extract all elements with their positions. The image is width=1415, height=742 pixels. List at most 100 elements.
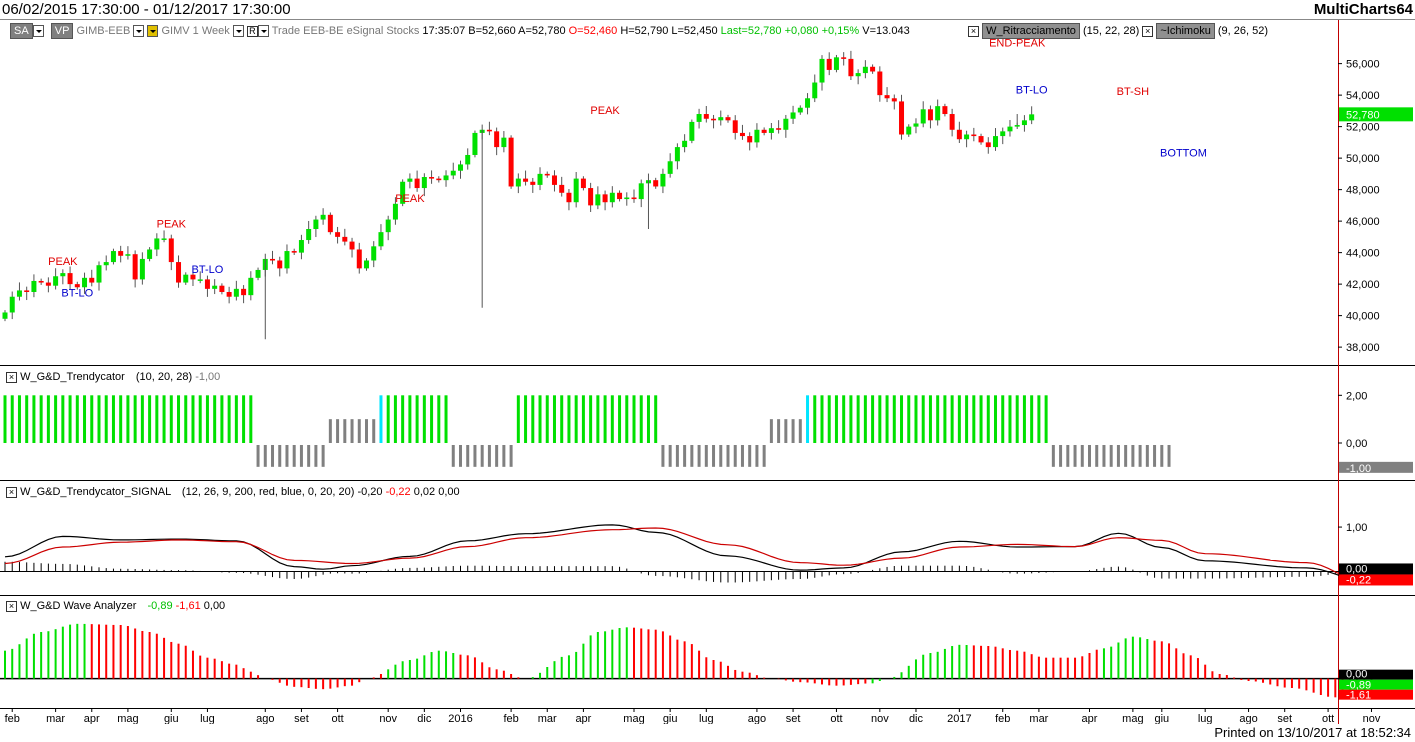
study2-button[interactable]: ~Ichimoku [1156, 23, 1215, 39]
symbol-dropdown-icon[interactable] [133, 25, 145, 38]
chart-canvas[interactable]: 38,000 40,000 42,000 44,000 46,000 48,000 50,0… [0, 20, 1415, 725]
trendy-bar [444, 395, 448, 443]
open-label: O=52,460 [568, 25, 618, 37]
price-candle [833, 57, 839, 70]
price-candle [631, 197, 637, 200]
price-candle [74, 284, 80, 288]
trendy-bar [936, 395, 940, 443]
price-candle [884, 95, 890, 99]
price-candle [407, 178, 413, 182]
trendy-bar [589, 395, 593, 443]
trendy-bar [90, 395, 94, 443]
x-axis-label: dic [417, 713, 432, 724]
trendy-bar [1160, 445, 1164, 467]
study1-button[interactable]: W_Ritracciamento [982, 23, 1080, 39]
panel-wave-bg [0, 597, 1415, 708]
sa-button[interactable]: SA [10, 23, 33, 39]
trendy-bar [618, 395, 622, 443]
price-candle [465, 154, 471, 165]
price-candle [566, 192, 572, 203]
last-price-marker-bg [1339, 107, 1413, 122]
trendy-bar [683, 445, 687, 467]
x-axis-label: mag [623, 713, 644, 724]
price-annotation: PEAK [157, 218, 187, 230]
trendy-bar [393, 395, 397, 443]
price-candle [899, 101, 905, 135]
price-candle [364, 260, 369, 269]
close-wave-icon[interactable]: × [6, 600, 17, 612]
price-candle [530, 181, 536, 185]
price-candle [617, 192, 623, 200]
trendy-bar [820, 395, 824, 443]
high-label: H=52,790 [620, 25, 669, 37]
footer-printed: Printed on 13/10/2017 at 18:52:34 [1214, 725, 1411, 740]
price-candle [935, 106, 941, 121]
trendy-bar [719, 445, 723, 467]
signal-line-red [4, 527, 1372, 582]
price-tick-label: 54,000 [1346, 90, 1380, 102]
trendy-bar [1138, 445, 1142, 467]
panel-price-bg [0, 20, 1415, 365]
trendy-bar [198, 395, 202, 443]
vp-button[interactable]: VP [50, 23, 74, 39]
price-annotation: PEAK [395, 193, 425, 205]
trendy-bar [516, 395, 520, 443]
r-dropdown-icon[interactable] [257, 25, 269, 38]
price-candle [703, 114, 709, 119]
trendy-bar [1051, 445, 1055, 467]
period-label[interactable]: 1 Week [192, 25, 230, 37]
price-candle [523, 178, 529, 182]
price-candle [682, 140, 688, 148]
close-study1-icon[interactable]: × [968, 25, 979, 37]
signal-line-black [4, 524, 1372, 581]
trendy-bar [372, 419, 376, 443]
trendy-bar [495, 445, 499, 467]
trendy-bar [921, 395, 925, 443]
price-candle [320, 214, 326, 220]
price-candle [306, 229, 312, 241]
trendy-bar [1001, 395, 1005, 443]
price-candle [212, 285, 218, 289]
r-button[interactable]: R [246, 25, 258, 37]
price-candle [985, 142, 991, 148]
trendy-bar [994, 395, 998, 443]
trendy-bar [350, 419, 354, 443]
trendy-bar [162, 395, 166, 443]
trendy-bar [538, 395, 542, 443]
trendy-bar [307, 445, 311, 467]
period-dropdown-icon[interactable] [232, 25, 244, 38]
price-candle [1029, 114, 1035, 121]
exchange-label: EEB-BE [303, 25, 344, 37]
trendy-bar [827, 395, 831, 443]
close-trendycator-icon[interactable]: × [6, 371, 17, 383]
trendy-bar [422, 395, 426, 443]
close-study2-icon[interactable]: × [1142, 25, 1154, 37]
trendy-bar [798, 419, 802, 443]
sa-dropdown-icon[interactable] [32, 25, 44, 38]
price-candle [1007, 126, 1013, 132]
x-axis-label: ago [748, 713, 766, 724]
trendy-bar [1080, 445, 1084, 467]
signal-last1-label: -0,22 [1346, 574, 1371, 586]
trendy-bar [155, 395, 159, 443]
price-candle [747, 136, 753, 143]
indicator-dropdown-icon[interactable] [147, 25, 159, 38]
price-candle [400, 181, 406, 204]
close-signal-icon[interactable]: × [6, 486, 17, 498]
trendy-bar [32, 395, 36, 443]
price-candle [9, 296, 15, 313]
trendy-bar [755, 445, 759, 467]
symbol-label[interactable]: GIMB-EEB [76, 25, 131, 37]
price-candle [219, 285, 225, 292]
mode-label: Trade [271, 25, 301, 37]
price-candle [190, 274, 196, 280]
price-tick-label: 46,000 [1346, 216, 1380, 228]
trendy-bar [343, 419, 347, 443]
price-candle [754, 129, 760, 143]
price-candle [226, 292, 232, 297]
chart-window[interactable]: 38,000 40,000 42,000 44,000 46,000 48,000 50,0… [0, 19, 1415, 725]
signal-header: × W_G&D_Trendycator_SIGNAL (12, 26, 9, 2… [6, 485, 460, 499]
price-annotation: BT-SH [1117, 86, 1149, 98]
title-bar: 06/02/2015 17:30:00 - 01/12/2017 17:30:0… [0, 0, 1415, 19]
signal-title: W_G&D_Trendycator_SIGNAL [20, 486, 171, 498]
